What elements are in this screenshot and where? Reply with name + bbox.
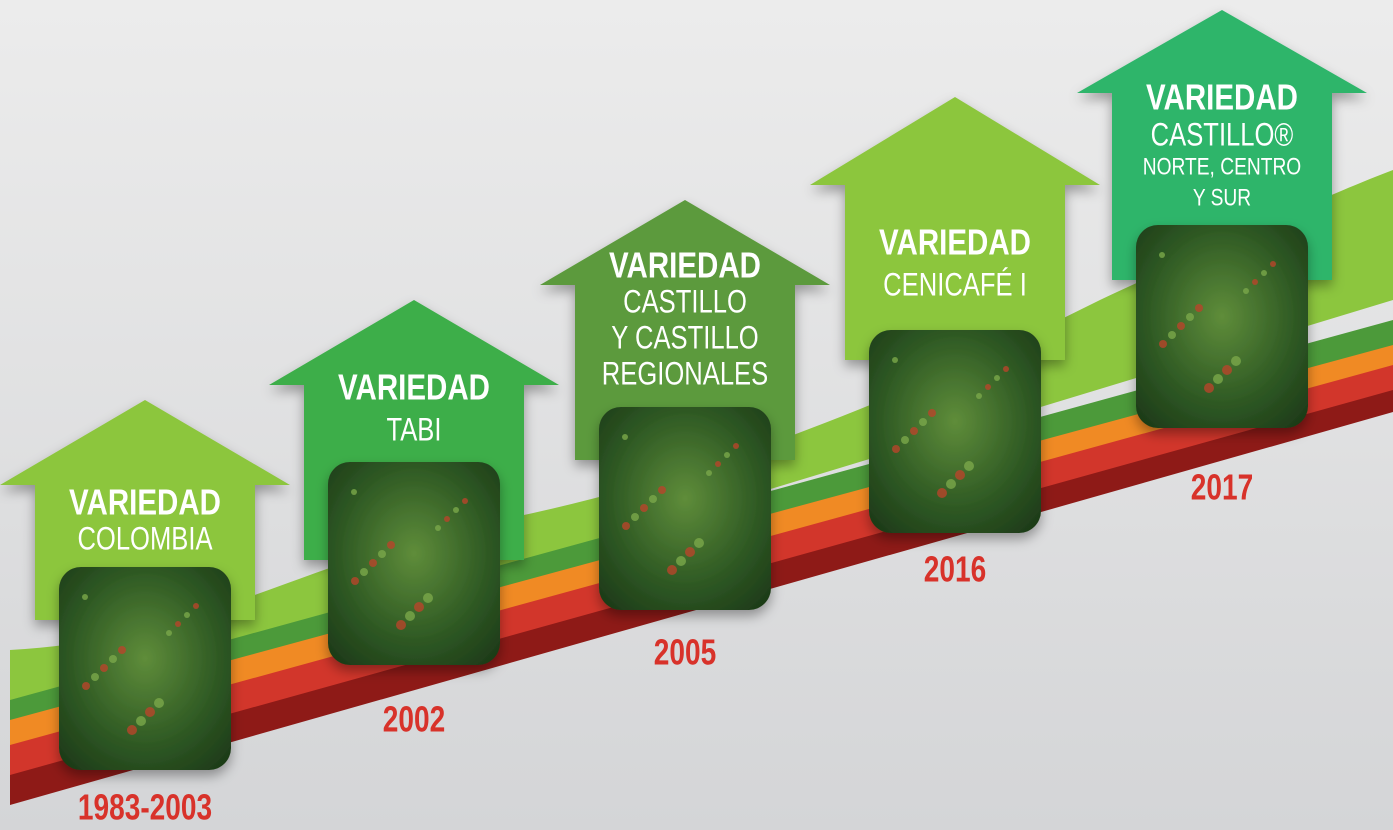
photo-detail bbox=[919, 418, 927, 426]
photo-detail bbox=[1159, 340, 1167, 348]
variety-name: CENICAFÉ I bbox=[883, 267, 1027, 303]
variety-title: VARIEDAD bbox=[609, 245, 761, 285]
photo-detail bbox=[1159, 252, 1165, 258]
variety-name: CASTILLO® bbox=[1151, 118, 1294, 153]
photo-detail bbox=[351, 577, 359, 585]
photo-detail bbox=[955, 470, 965, 480]
photo-detail bbox=[100, 664, 108, 672]
photo-detail bbox=[396, 620, 406, 630]
photo-detail bbox=[462, 498, 468, 504]
photo-detail bbox=[892, 445, 900, 453]
photo-detail bbox=[649, 495, 657, 503]
arrow bbox=[0, 400, 290, 620]
photo-detail bbox=[937, 488, 947, 498]
photo-detail bbox=[351, 489, 357, 495]
variety-title: VARIEDAD bbox=[1146, 77, 1298, 117]
photo-detail bbox=[127, 725, 137, 735]
variety-name: CASTILLO bbox=[623, 285, 747, 320]
photo-detail bbox=[910, 427, 918, 435]
photo-detail bbox=[622, 522, 630, 530]
photo-detail bbox=[1222, 365, 1232, 375]
photo-detail bbox=[1252, 279, 1258, 285]
photo-detail bbox=[892, 357, 898, 363]
photo-detail bbox=[193, 603, 199, 609]
year: 1983-2003 bbox=[78, 787, 212, 827]
photo-detail bbox=[109, 655, 117, 663]
photo-detail bbox=[1204, 383, 1214, 393]
photo-detail bbox=[136, 716, 146, 726]
photo-detail bbox=[453, 507, 459, 513]
timeline-item: VARIEDAD CENICAFÉ I 2016 bbox=[810, 97, 1100, 589]
arrow bbox=[1077, 10, 1367, 280]
variety-name: REGIONALES bbox=[602, 357, 768, 392]
variety-name: NORTE, CENTRO bbox=[1143, 152, 1301, 180]
photo-detail bbox=[631, 513, 639, 521]
photo-detail bbox=[1168, 331, 1176, 339]
photo-detail bbox=[964, 461, 974, 471]
year: 2005 bbox=[654, 632, 716, 672]
photo-detail bbox=[405, 611, 415, 621]
photo-detail bbox=[1243, 288, 1249, 294]
photo-detail bbox=[1186, 313, 1194, 321]
photo-detail bbox=[118, 646, 126, 654]
photo-detail bbox=[928, 409, 936, 417]
year: 2017 bbox=[1191, 467, 1253, 507]
year: 2016 bbox=[924, 549, 986, 589]
photo-detail bbox=[1213, 374, 1223, 384]
photo-detail bbox=[414, 602, 424, 612]
photo-detail bbox=[444, 516, 450, 522]
photo-detail bbox=[423, 593, 433, 603]
photo-detail bbox=[175, 621, 181, 627]
photo-detail bbox=[82, 682, 90, 690]
photo-detail bbox=[946, 479, 956, 489]
photo-detail bbox=[994, 375, 1000, 381]
photo-detail bbox=[733, 443, 739, 449]
photo-detail bbox=[901, 436, 909, 444]
photo-detail bbox=[1177, 322, 1185, 330]
photo-detail bbox=[640, 504, 648, 512]
photo-detail bbox=[667, 565, 677, 575]
year: 2002 bbox=[383, 699, 445, 739]
photo-detail bbox=[1195, 304, 1203, 312]
photo-detail bbox=[724, 452, 730, 458]
photo-detail bbox=[378, 550, 386, 558]
variety-title: VARIEDAD bbox=[879, 222, 1031, 262]
photo-detail bbox=[1231, 356, 1241, 366]
photo-detail bbox=[1270, 261, 1276, 267]
photo-detail bbox=[387, 541, 395, 549]
variety-title: VARIEDAD bbox=[69, 482, 221, 522]
photo-detail bbox=[685, 547, 695, 557]
photo-detail bbox=[360, 568, 368, 576]
photo-detail bbox=[706, 470, 712, 476]
variety-name: TABI bbox=[387, 413, 442, 448]
photo-detail bbox=[1261, 270, 1267, 276]
photo-detail bbox=[676, 556, 686, 566]
photo-detail bbox=[82, 594, 88, 600]
photo-detail bbox=[694, 538, 704, 548]
photo-detail bbox=[435, 525, 441, 531]
photo-detail bbox=[976, 393, 982, 399]
arrow bbox=[540, 200, 830, 460]
photo-detail bbox=[166, 630, 172, 636]
photo-detail bbox=[622, 434, 628, 440]
photo-detail bbox=[985, 384, 991, 390]
photo-detail bbox=[369, 559, 377, 567]
arrow bbox=[810, 97, 1100, 360]
timeline-item: VARIEDAD TABI 2002 bbox=[269, 300, 559, 739]
variety-name: Y SUR bbox=[1193, 183, 1251, 211]
photo-detail bbox=[91, 673, 99, 681]
photo-detail bbox=[715, 461, 721, 467]
variety-name: Y CASTILLO bbox=[611, 321, 758, 356]
photo-detail bbox=[145, 707, 155, 717]
variety-title: VARIEDAD bbox=[338, 367, 490, 407]
photo-detail bbox=[154, 698, 164, 708]
photo-detail bbox=[658, 486, 666, 494]
variety-name: COLOMBIA bbox=[77, 522, 213, 557]
photo-detail bbox=[1003, 366, 1009, 372]
photo-detail bbox=[184, 612, 190, 618]
